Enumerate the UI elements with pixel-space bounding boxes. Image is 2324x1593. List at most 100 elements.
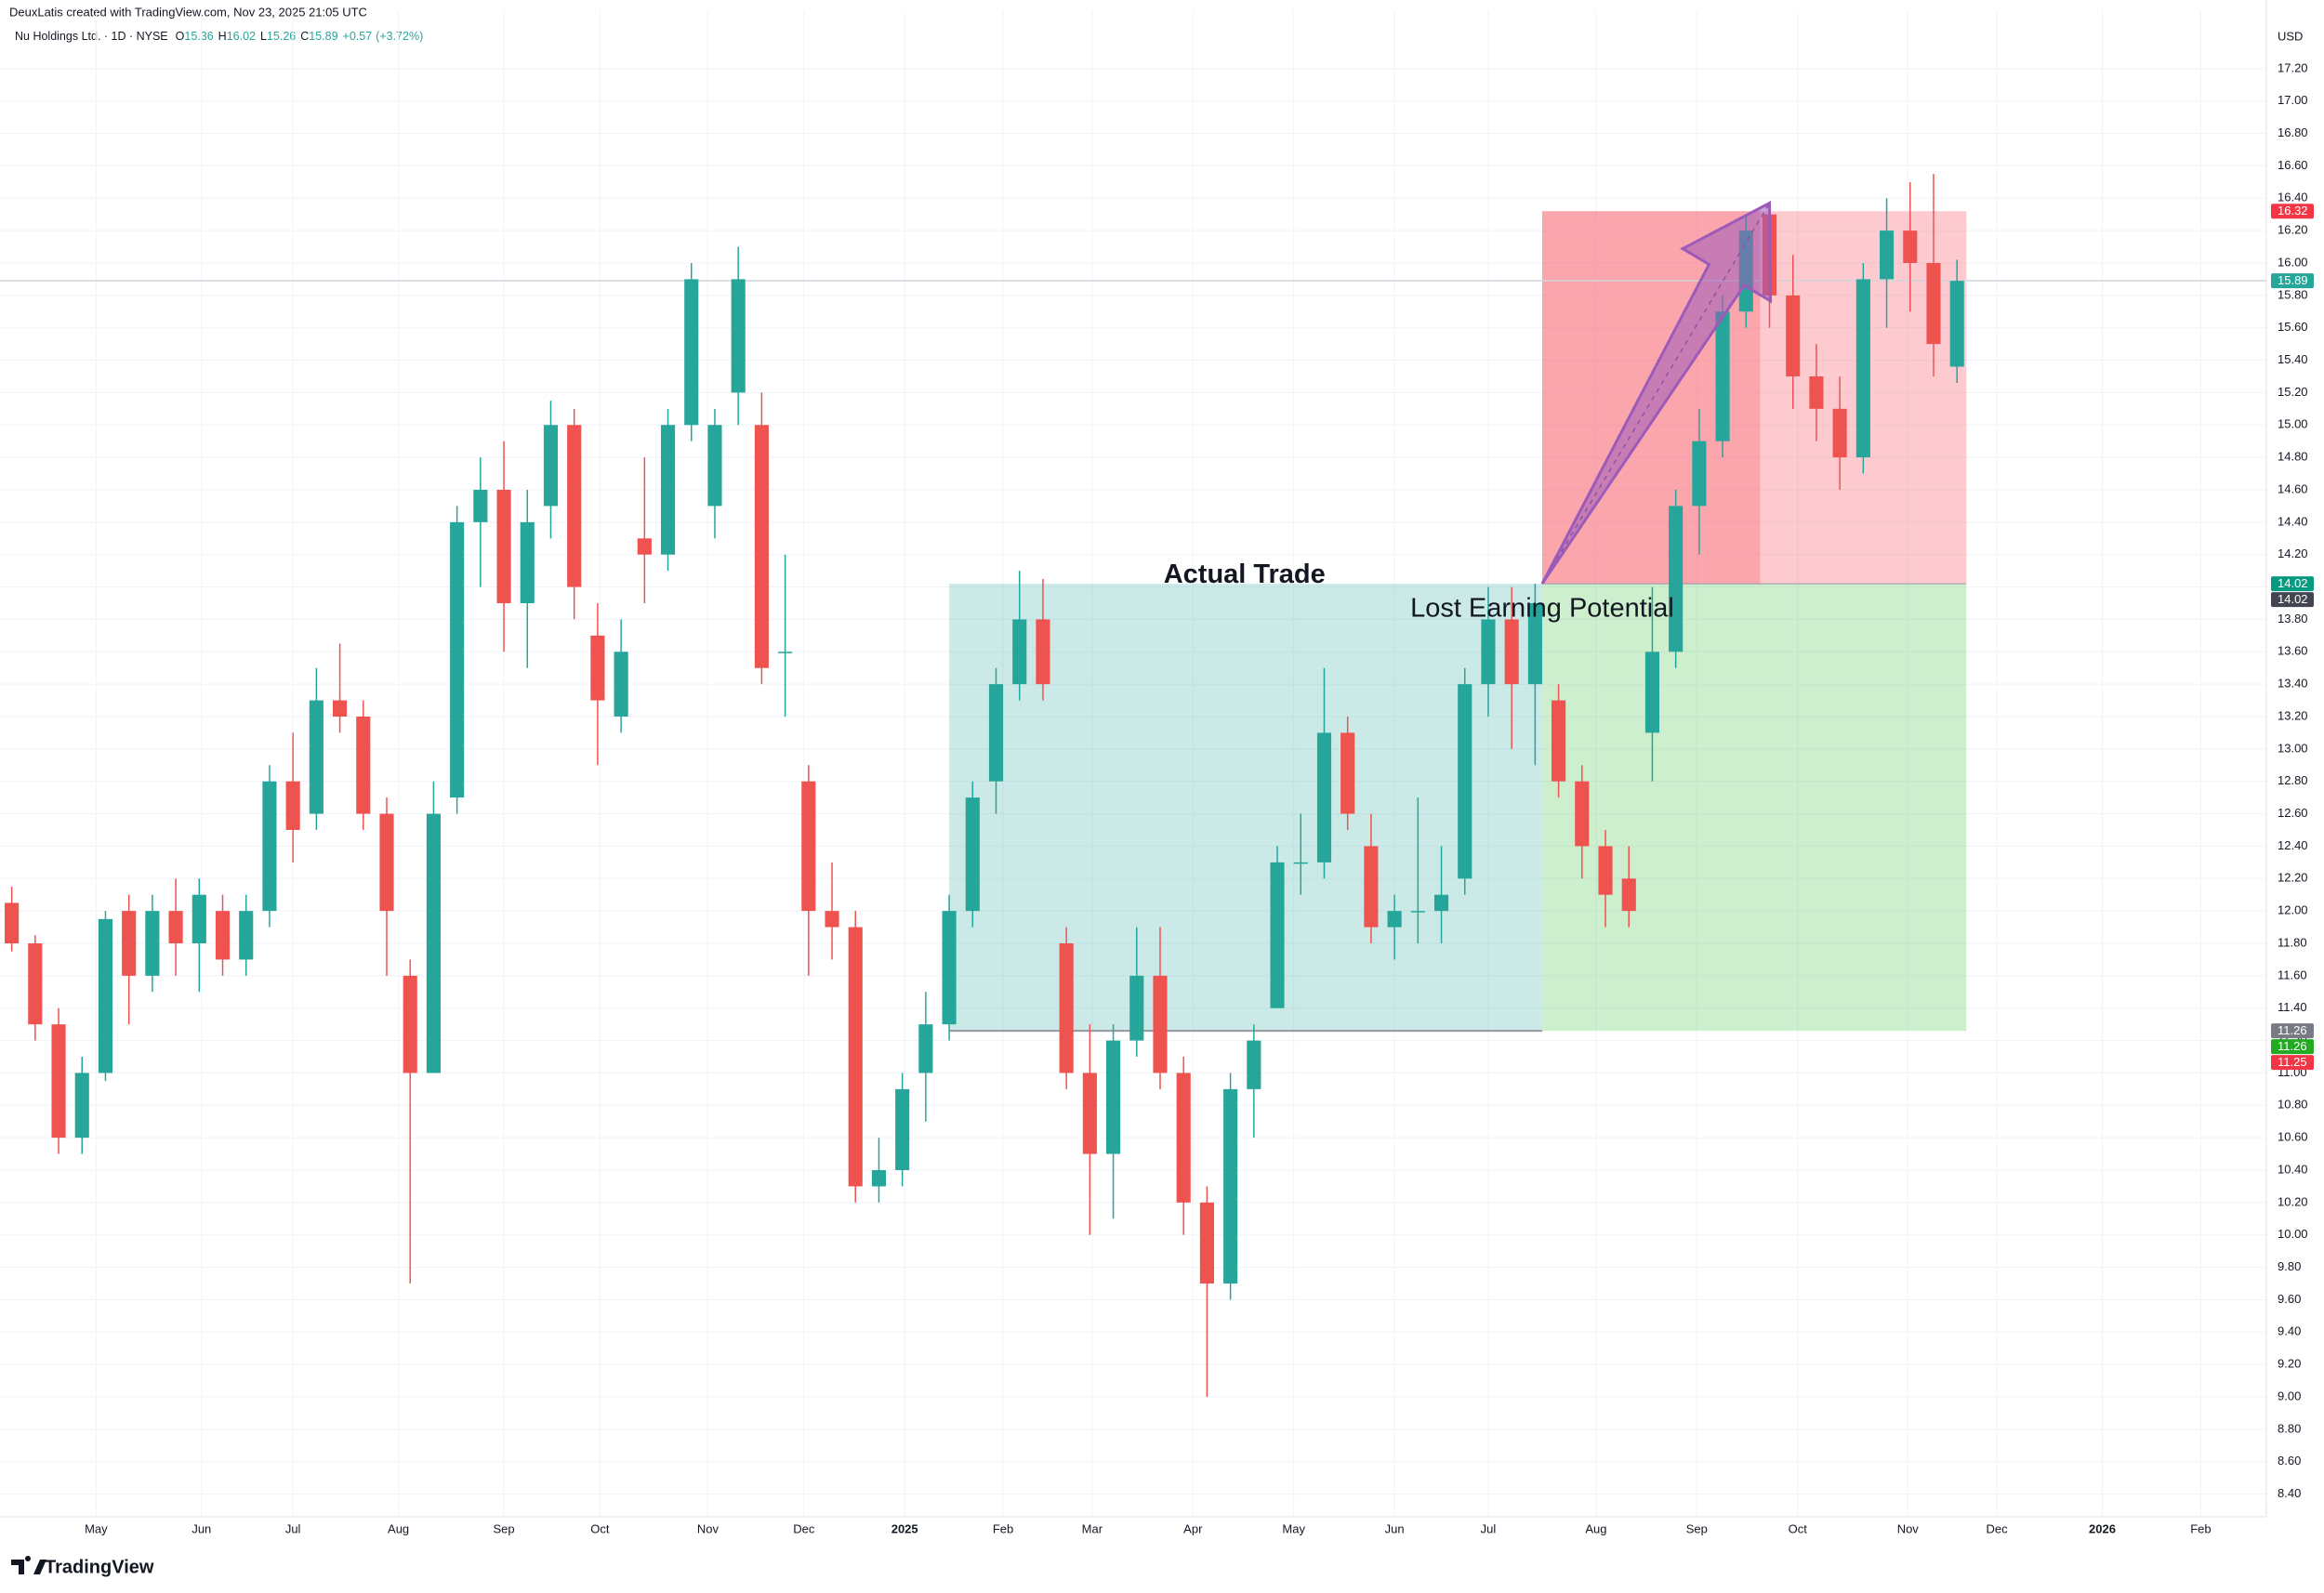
y-tick-label: 11.60 (2278, 968, 2307, 981)
candle-body (191, 894, 206, 944)
candle-body (1247, 1040, 1261, 1089)
x-tick-label: Feb (2190, 1521, 2211, 1535)
header-part: O (176, 30, 185, 43)
x-tick-label: Oct (590, 1521, 610, 1535)
y-tick-label: 15.80 (2278, 287, 2308, 301)
price-badge (2271, 592, 2314, 608)
price-badge-label: 11.26 (2278, 1023, 2307, 1037)
y-tick-label: 15.40 (2278, 352, 2308, 366)
header-part: 15.36 (184, 30, 213, 43)
candle-body (1809, 375, 1824, 409)
y-tick-label: 16.00 (2278, 255, 2308, 269)
candle-body (1433, 894, 1449, 912)
y-tick-label: 17.20 (2278, 60, 2308, 74)
candle-body (754, 425, 769, 668)
candle-body (848, 927, 863, 1187)
y-tick-label: 8.60 (2278, 1454, 2301, 1468)
y-tick-label: 12.00 (2278, 903, 2308, 917)
x-tick-label: Nov (1897, 1521, 1920, 1535)
header-part: (+3.72%) (376, 30, 423, 43)
candle-body (1223, 1088, 1238, 1284)
candle-body (122, 911, 137, 976)
y-tick-label: 9.40 (2278, 1324, 2301, 1338)
x-tick-label: Mar (1082, 1521, 1103, 1535)
candle-body (1340, 732, 1355, 814)
y-tick-label: 15.60 (2278, 320, 2308, 334)
candle-body (145, 911, 160, 976)
symbol-header: Nu Holdings Ltd. · 1D · NYSE O15.36 H16.02… (15, 30, 423, 43)
brand-logo (11, 1555, 46, 1574)
candle-body (74, 1073, 89, 1139)
candle-body (98, 918, 113, 1073)
y-tick-label: 15.20 (2278, 385, 2308, 399)
price-badge (2271, 1055, 2314, 1071)
candle-body (1036, 619, 1050, 685)
x-tick-label: Jul (285, 1521, 301, 1535)
x-tick-label: May (1282, 1521, 1305, 1535)
header-part: 16.02 (227, 30, 256, 43)
price-badge-label: 11.26 (2278, 1039, 2307, 1053)
y-tick-label: 12.60 (2278, 806, 2308, 820)
candle-body (1082, 1073, 1097, 1154)
x-tick-label: Apr (1183, 1521, 1203, 1535)
price-badge (2271, 1023, 2314, 1039)
y-tick-label: 14.40 (2278, 514, 2308, 528)
y-tick-label: 13.80 (2278, 612, 2308, 625)
x-tick-label: Aug (388, 1521, 409, 1535)
candle-body (1410, 911, 1425, 913)
price-badge-label: 14.02 (2278, 576, 2308, 590)
candle-body (1669, 506, 1684, 652)
candle-body (215, 911, 231, 960)
candle-body (684, 279, 699, 426)
annotation: Lost Earning Potential (1410, 594, 1674, 624)
candle-body (356, 716, 371, 814)
x-tick-label: 2025 (891, 1521, 918, 1535)
candle-body (1270, 862, 1285, 1008)
x-tick-label: May (85, 1521, 108, 1535)
candle-body (520, 521, 535, 603)
y-tick-label: 16.60 (2278, 158, 2308, 172)
candle-body (660, 425, 676, 555)
candle-body (942, 911, 957, 1025)
candle-body (1552, 700, 1566, 782)
candle-body (426, 813, 441, 1073)
candle-body (1621, 878, 1636, 912)
y-tick-label: 9.60 (2278, 1292, 2301, 1306)
candle-body (496, 489, 511, 603)
price-badge (2271, 1039, 2314, 1055)
y-tick-label: 9.80 (2278, 1259, 2301, 1273)
position-box (1541, 584, 1967, 1032)
candle-body (918, 1024, 933, 1073)
y-tick-label: 11.80 (2278, 935, 2307, 949)
candle-body (825, 911, 839, 928)
header-part: 15.89 (309, 30, 337, 43)
candle-body (1153, 975, 1168, 1073)
header-part: L (260, 30, 267, 43)
candle-body (1059, 943, 1074, 1073)
y-tick-label: 8.80 (2278, 1421, 2301, 1435)
candle-body (403, 975, 417, 1073)
x-tick-label: 2026 (2089, 1521, 2116, 1535)
y-tick-label: 16.20 (2278, 223, 2308, 237)
x-tick-label: Jun (191, 1521, 211, 1535)
y-tick-label: 13.20 (2278, 708, 2308, 722)
candle-body (1926, 262, 1941, 345)
x-tick-label: Nov (697, 1521, 720, 1535)
header-part: Nu Holdings Ltd. · 1D · NYSE (15, 30, 168, 43)
price-badge-label: 11.25 (2278, 1055, 2307, 1069)
candle-body (5, 902, 20, 944)
y-tick-label: 16.40 (2278, 191, 2308, 204)
candle-body (1458, 684, 1472, 879)
candle-body (988, 684, 1004, 782)
annotation: Actual Trade (1164, 560, 1326, 589)
x-tick-label: Jun (1385, 1521, 1405, 1535)
brand-name: TradingView (45, 1557, 154, 1577)
candle-body (614, 652, 628, 717)
y-tick-label: 13.40 (2278, 677, 2308, 691)
y-tick-label: 14.80 (2278, 450, 2308, 464)
y-tick-label: 10.20 (2278, 1194, 2308, 1208)
y-tick-label: 15.00 (2278, 417, 2308, 431)
candle-body (778, 652, 793, 653)
